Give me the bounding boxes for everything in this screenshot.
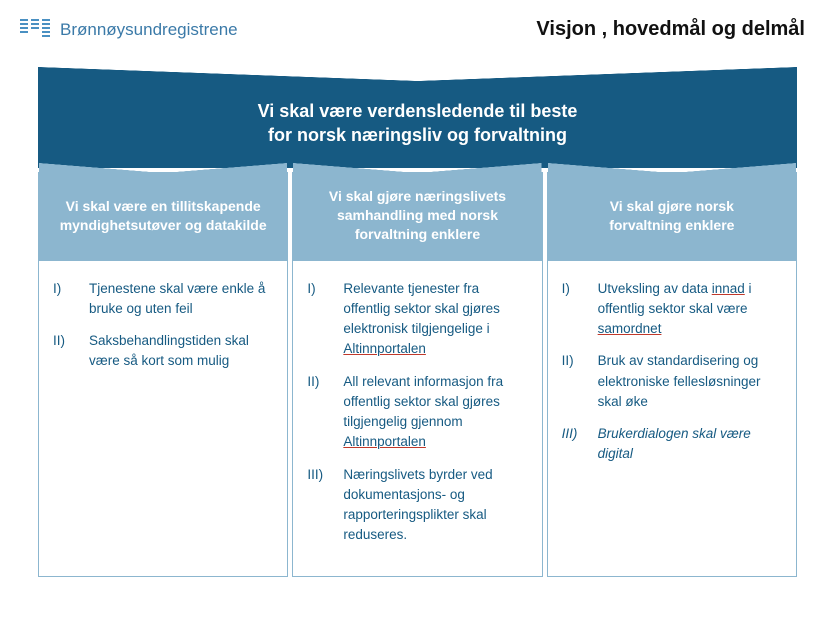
header: Brønnøysundregistrene Visjon , hovedmål … (0, 0, 835, 41)
list-item: III) Brukerdialogen skal være digital (562, 424, 782, 465)
item-number: II) (53, 331, 75, 372)
item-text: Utveksling av data innad i offentlig sek… (598, 279, 782, 340)
item-number: I) (562, 279, 584, 340)
vision-line-2: for norsk næringsliv og forvaltning (78, 123, 757, 147)
heading-line: forvaltning enklere (609, 216, 734, 235)
list-item: II) All relevant informasjon fra offentl… (307, 372, 527, 453)
goal-column-1-heading: Vi skal være en tillitskapende myndighet… (39, 173, 287, 261)
heading-line: Vi skal være en tillitskapende (60, 197, 267, 216)
item-text: Relevante tjenester fra offentlig sektor… (343, 279, 527, 360)
goal-column-2-body: I) Relevante tjenester fra offentlig sek… (293, 261, 541, 576)
heading-line: Vi skal gjøre norsk (609, 197, 734, 216)
list-item: I) Relevante tjenester fra offentlig sek… (307, 279, 527, 360)
brand-name: Brønnøysundregistrene (60, 20, 238, 40)
brand-logo-icon (20, 19, 50, 41)
item-text: Næringslivets byrder ved dokumentasjons-… (343, 465, 527, 546)
item-number: I) (307, 279, 329, 360)
item-text: Bruk av standardisering og elektroniske … (598, 351, 782, 412)
goal-column-3: Vi skal gjøre norsk forvaltning enklere … (547, 172, 797, 577)
goal-column-1-body: I) Tjenestene skal være enkle å bruke og… (39, 261, 287, 402)
item-number: I) (53, 279, 75, 320)
item-text: Brukerdialogen skal være digital (598, 424, 782, 465)
list-item: III) Næringslivets byrder ved dokumentas… (307, 465, 527, 546)
list-item: II) Bruk av standardisering og elektroni… (562, 351, 782, 412)
list-item: I) Utveksling av data innad i offentlig … (562, 279, 782, 340)
list-item: II) Saksbehandlingstiden skal være så ko… (53, 331, 273, 372)
item-number: III) (562, 424, 584, 465)
strategy-diagram: Vi skal være verdensledende til beste fo… (38, 81, 797, 577)
page-title: Visjon , hovedmål og delmål (536, 18, 805, 41)
item-number: II) (562, 351, 584, 412)
goal-column-2: Vi skal gjøre næringslivets samhandling … (292, 172, 542, 577)
item-number: III) (307, 465, 329, 546)
goal-column-1: Vi skal være en tillitskapende myndighet… (38, 172, 288, 577)
underlined-term: Altinnportalen (343, 434, 426, 449)
goal-column-3-heading: Vi skal gjøre norsk forvaltning enklere (548, 173, 796, 261)
underlined-term: samordnet (598, 321, 662, 336)
list-item: I) Tjenestene skal være enkle å bruke og… (53, 279, 273, 320)
underlined-term: innad (712, 281, 745, 296)
underlined-term: Altinnportalen (343, 341, 426, 356)
goal-column-3-body: I) Utveksling av data innad i offentlig … (548, 261, 796, 495)
item-text: Tjenestene skal være enkle å bruke og ut… (89, 279, 273, 320)
goal-columns: Vi skal være en tillitskapende myndighet… (38, 172, 797, 577)
heading-line: myndighetsutøver og datakilde (60, 216, 267, 235)
goal-column-2-heading: Vi skal gjøre næringslivets samhandling … (293, 173, 541, 261)
brand: Brønnøysundregistrene (20, 19, 238, 41)
heading-line: samhandling med norsk (329, 206, 506, 225)
heading-line: Vi skal gjøre næringslivets (329, 187, 506, 206)
vision-banner: Vi skal være verdensledende til beste fo… (38, 81, 797, 168)
item-text: Saksbehandlingstiden skal være så kort s… (89, 331, 273, 372)
item-text: All relevant informasjon fra offentlig s… (343, 372, 527, 453)
heading-line: forvaltning enklere (329, 225, 506, 244)
vision-line-1: Vi skal være verdensledende til beste (78, 99, 757, 123)
item-number: II) (307, 372, 329, 453)
